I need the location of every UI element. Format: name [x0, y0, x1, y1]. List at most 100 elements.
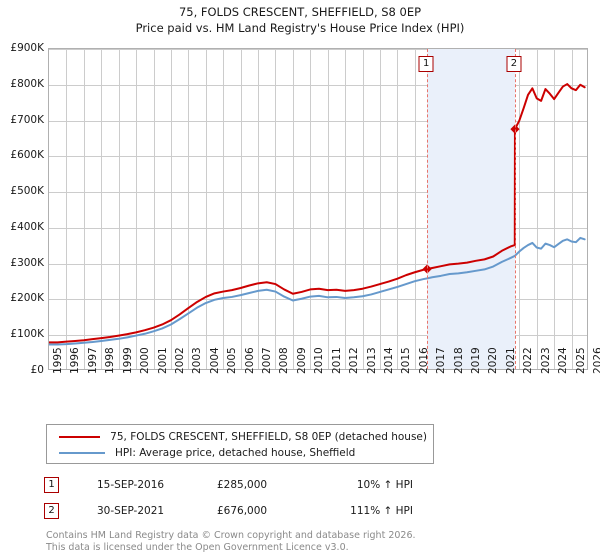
gridline-vertical	[205, 49, 207, 369]
y-axis-tick-label: £700K	[10, 113, 44, 126]
gridline-vertical	[275, 49, 277, 369]
transaction-date: 15-SEP-2016	[97, 479, 165, 491]
sale-period-shading	[427, 49, 515, 369]
footer-attribution: Contains HM Land Registry data © Crown c…	[46, 530, 566, 553]
x-axis-tick-label: 1996	[69, 347, 82, 374]
footer-line-1: Contains HM Land Registry data © Crown c…	[46, 530, 416, 541]
y-axis-tick-label: £900K	[10, 42, 44, 54]
gridline-vertical	[83, 49, 85, 369]
x-axis-tick-label: 2002	[173, 347, 186, 374]
x-axis-tick-label: 2012	[348, 347, 361, 374]
y-axis-tick-label: £500K	[10, 185, 44, 198]
legend-swatch-property	[59, 436, 101, 438]
gridline-vertical	[536, 49, 538, 369]
gridline-vertical	[379, 49, 381, 369]
legend-item-hpi: HPI: Average price, detached house, Shef…	[53, 445, 427, 461]
x-axis-tick-label: 2025	[574, 347, 587, 374]
y-axis-tick-label: £600K	[10, 149, 44, 162]
gridline-vertical	[136, 49, 138, 369]
x-axis-tick-label: 2005	[226, 347, 239, 374]
x-axis-tick-label: 2019	[470, 347, 483, 374]
x-axis-tick-label: 2024	[557, 347, 570, 374]
x-axis-tick-label: 2013	[365, 347, 378, 374]
x-axis-tick-label: 2007	[261, 347, 274, 374]
transaction-date: 30-SEP-2021	[97, 505, 165, 517]
series-lines	[49, 83, 586, 346]
x-axis-tick-label: 1995	[52, 347, 64, 374]
y-axis-tick-label: £0	[30, 364, 44, 376]
x-axis-tick-label: 2016	[417, 347, 430, 374]
gridline-vertical	[292, 49, 294, 369]
y-axis-tick-label: £400K	[10, 220, 44, 233]
gridline-horizontal	[49, 49, 587, 50]
x-axis-tick-label: 2001	[156, 347, 169, 374]
x-axis-tick-label: 1999	[121, 347, 134, 374]
gridline-vertical	[66, 49, 68, 369]
gridline-vertical	[153, 49, 155, 369]
x-axis-tick-label: 2009	[295, 347, 308, 374]
legend-swatch-hpi	[59, 452, 105, 454]
gridline-horizontal	[49, 299, 587, 301]
sale-marker-box[interactable]: 2	[506, 56, 522, 72]
x-axis-tick-label: 1997	[86, 347, 99, 374]
x-axis-tick-label: 2006	[243, 347, 256, 374]
gridline-vertical	[118, 49, 120, 369]
transaction-index-badge: 1	[44, 477, 59, 493]
gridline-vertical	[223, 49, 225, 369]
gridline-vertical	[101, 49, 103, 369]
transaction-price: £285,000	[217, 479, 268, 491]
x-axis-tick-label: 2026	[592, 347, 600, 374]
y-axis-tick-label: £300K	[10, 256, 44, 269]
gridline-vertical	[397, 49, 399, 369]
legend-label-property: 75, FOLDS CRESCENT, SHEFFIELD, S8 0EP (d…	[110, 431, 427, 443]
x-axis-tick-label: 2022	[522, 347, 535, 374]
x-axis-tick-label: 2020	[487, 347, 500, 374]
gridline-vertical	[414, 49, 416, 369]
gridline-horizontal	[49, 192, 587, 194]
gridline-vertical	[310, 49, 312, 369]
x-axis-tick-label: 2004	[208, 347, 221, 374]
gridline-horizontal	[49, 84, 587, 86]
x-axis-tick-label: 2008	[278, 347, 291, 374]
gridline-horizontal	[49, 120, 587, 122]
chart-legend: 75, FOLDS CRESCENT, SHEFFIELD, S8 0EP (d…	[46, 424, 434, 464]
y-axis-tick-label: £200K	[10, 292, 44, 305]
gridline-vertical	[519, 49, 521, 369]
gridline-horizontal	[49, 335, 587, 337]
gridline-vertical	[571, 49, 573, 369]
gridline-horizontal	[49, 227, 587, 229]
gridline-vertical	[188, 49, 190, 369]
transaction-hpi-delta: 10% ↑ HPI	[356, 479, 413, 491]
sale-event-line	[514, 49, 516, 369]
transaction-index-badge: 2	[44, 503, 59, 519]
y-axis-tick-label: £100K	[10, 328, 44, 341]
x-axis-tick-label: 2014	[382, 347, 395, 374]
x-axis-tick-label: 2011	[330, 347, 343, 374]
gridline-vertical	[554, 49, 556, 369]
x-axis-tick-label: 1998	[104, 347, 117, 374]
x-axis-tick-label: 2003	[191, 347, 204, 374]
x-axis-tick-label: 2023	[539, 347, 552, 374]
gridline-vertical	[327, 49, 329, 369]
gridline-vertical	[170, 49, 172, 369]
x-axis-tick-label: 2021	[504, 347, 517, 374]
legend-label-hpi: HPI: Average price, detached house, Shef…	[115, 447, 356, 459]
gridline-horizontal	[49, 156, 587, 158]
table-row: 1 15-SEP-2016 £285,000 10% ↑ HPI	[44, 472, 464, 498]
gridline-vertical	[258, 49, 260, 369]
table-row: 2 30-SEP-2021 £676,000 111% ↑ HPI	[44, 498, 464, 524]
x-axis-tick-label: 2010	[313, 347, 326, 374]
gridline-vertical	[362, 49, 364, 369]
x-axis-tick-label: 2017	[435, 347, 448, 374]
sale-marker-box[interactable]: 1	[418, 56, 434, 72]
gridline-vertical	[240, 49, 242, 369]
sale-event-line	[427, 49, 429, 369]
y-axis-tick-label: £800K	[10, 77, 44, 90]
legend-item-property: 75, FOLDS CRESCENT, SHEFFIELD, S8 0EP (d…	[53, 429, 427, 445]
footer-line-2: This data is licensed under the Open Gov…	[46, 541, 349, 553]
x-axis-tick-label: 2018	[452, 347, 465, 374]
x-axis-tick-label: 2015	[400, 347, 413, 374]
chart-title: 75, FOLDS CRESCENT, SHEFFIELD, S8 0EP	[178, 5, 422, 19]
page-title: 75, FOLDS CRESCENT, SHEFFIELD, S8 0EP Pr…	[0, 4, 600, 36]
